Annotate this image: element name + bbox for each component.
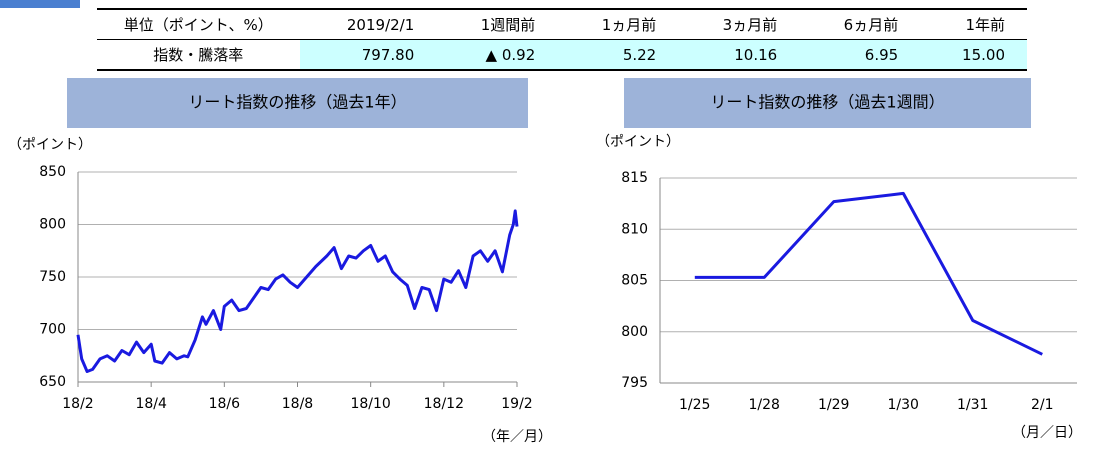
y-tick-label: 650 (39, 374, 66, 390)
x-tick-label: 18/6 (209, 396, 241, 412)
x-tick-label: 18/2 (62, 396, 93, 412)
x-tick-label: 1/25 (679, 397, 710, 413)
y-tick-label: 810 (621, 221, 648, 237)
x-tick-label: 1/31 (957, 397, 988, 413)
summary-table: 単位（ポイント、%） 2019/2/1 1週間前 1ヵ月前 3ヵ月前 6ヵ月前 … (97, 8, 1027, 71)
x-tick-label: 2/1 (1031, 397, 1054, 413)
cell: 6.95 (799, 39, 921, 71)
cell: 10.16 (678, 39, 800, 71)
x-tick-label: 18/4 (135, 396, 167, 412)
y-tick-label: 750 (39, 269, 66, 285)
x-tick-label: 1/30 (888, 397, 919, 413)
cell: 1週間前 (436, 8, 558, 40)
data-line (76, 209, 519, 373)
x-tick-label: 19/2 (501, 396, 532, 412)
cell: 797.80 (299, 39, 437, 71)
cell: 1ヵ月前 (557, 8, 679, 40)
x-tick-label: 18/8 (282, 396, 313, 412)
cell: 6ヵ月前 (799, 8, 921, 40)
corner-bar (0, 0, 80, 8)
data-line (694, 191, 1043, 356)
cell: 指数・騰落率 (97, 39, 300, 71)
cell: 5.22 (557, 39, 679, 71)
y-tick-label: 850 (39, 164, 66, 180)
x-axis-label: （月／日） (1012, 425, 1082, 441)
cell: 1年前 (920, 8, 1027, 40)
y-axis-label: （ポイント） (8, 137, 92, 153)
cell: 2019/2/1 (299, 8, 437, 40)
table-header: 単位（ポイント、%） 2019/2/1 1週間前 1ヵ月前 3ヵ月前 6ヵ月前 … (97, 8, 1027, 40)
x-tick-label: 1/28 (749, 397, 780, 413)
table-row: 指数・騰落率 797.80 ▲ 0.92 5.22 10.16 6.95 15.… (97, 39, 1027, 71)
y-tick-label: 800 (39, 217, 66, 233)
title-box (624, 78, 1031, 128)
y-tick-label: 815 (621, 170, 648, 186)
chart-title: リート指数の推移（過去1週間） (710, 93, 944, 112)
y-tick-label: 800 (621, 324, 648, 340)
title-box (67, 78, 528, 128)
x-axis-label: （年／月） (482, 429, 552, 445)
cell: 3ヵ月前 (678, 8, 800, 40)
y-tick-label: 805 (621, 273, 648, 289)
chart-title: リート指数の推移（過去1年） (188, 93, 406, 112)
y-tick-label: 700 (39, 322, 66, 338)
x-tick-label: 1/29 (818, 397, 849, 413)
x-tick-label: 18/10 (350, 396, 390, 412)
y-axis-label: （ポイント） (596, 134, 680, 150)
cell: 15.00 (920, 39, 1027, 71)
cell: ▲ 0.92 (436, 39, 558, 71)
cell: 単位（ポイント、%） (97, 8, 300, 40)
x-tick-label: 18/12 (424, 396, 464, 412)
y-tick-label: 795 (621, 375, 648, 391)
